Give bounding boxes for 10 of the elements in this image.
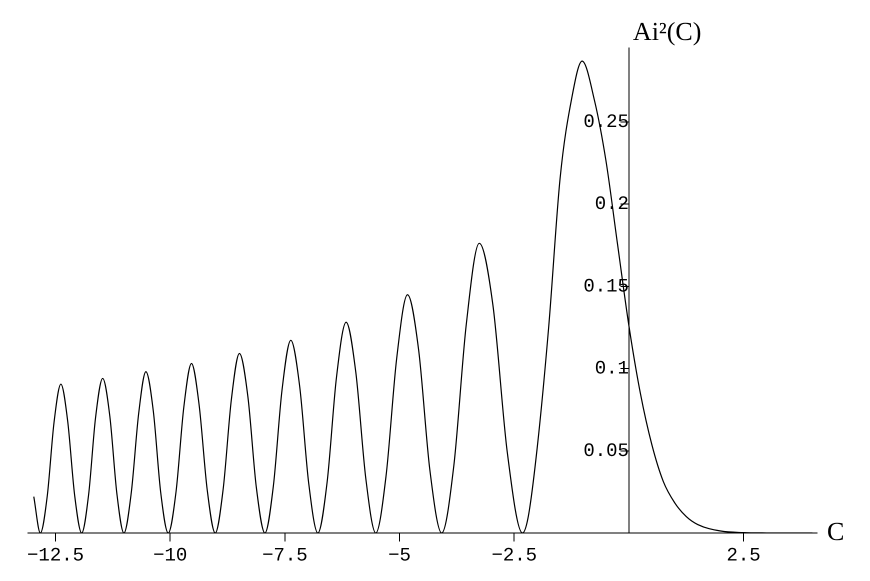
- y-axis-title: Ai²(C): [632, 16, 702, 46]
- x-tick-label: −12.5: [27, 544, 84, 566]
- x-tick-label: −2.5: [491, 544, 538, 566]
- x-tick-label: −7.5: [262, 544, 308, 566]
- x-tick-label: −5: [388, 544, 411, 566]
- y-tick-label: 0.05: [583, 440, 629, 462]
- x-tick-label: −10: [153, 544, 188, 566]
- x-tick-label: 2.5: [726, 544, 761, 566]
- y-tick-label: 0.1: [594, 358, 629, 380]
- x-axis-title: C: [827, 516, 844, 546]
